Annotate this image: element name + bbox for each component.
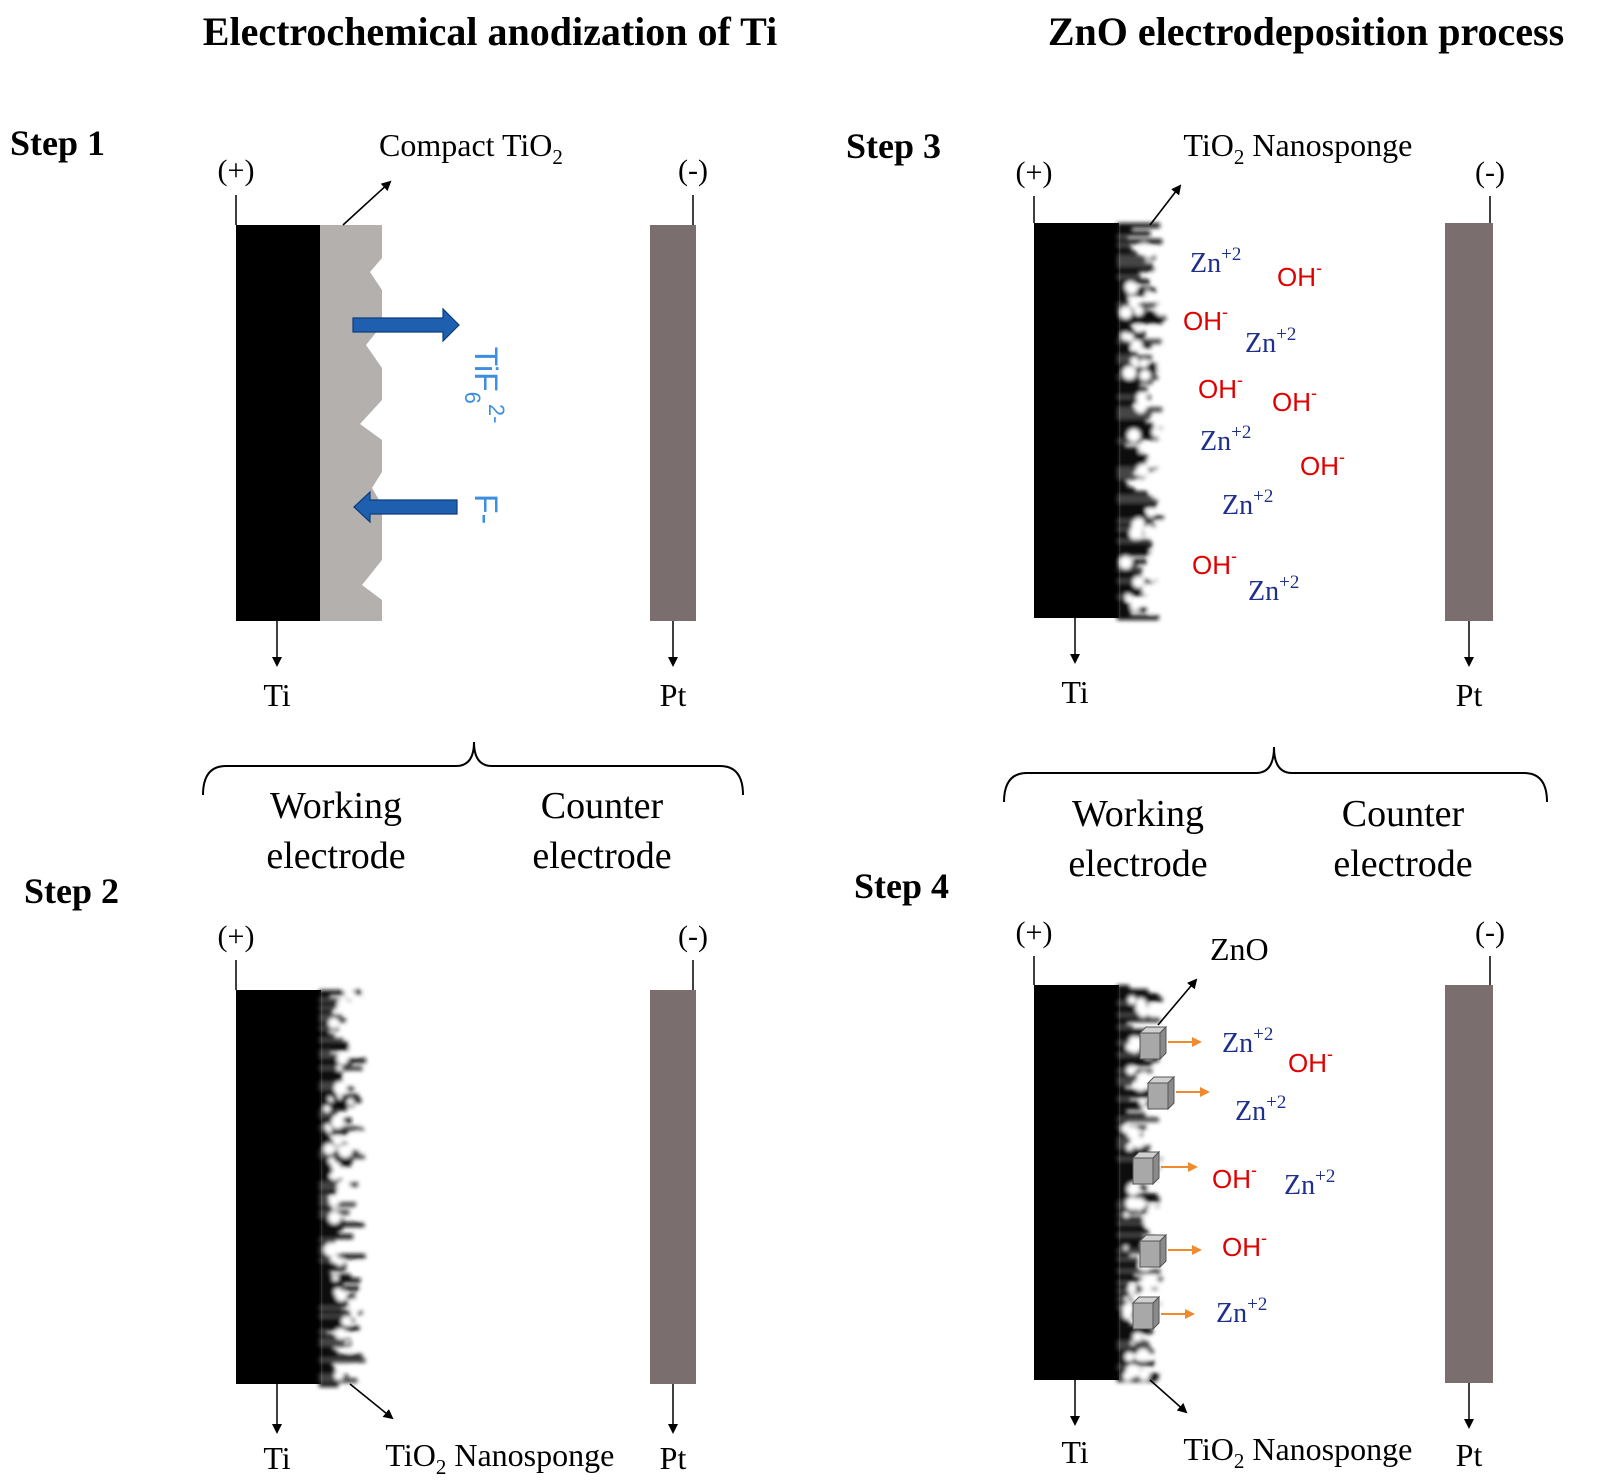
step2-nanosponge-label: TiO2 Nanosponge [330, 1437, 654, 1479]
left-working-electrode-line1: Working [270, 785, 402, 827]
step2-label: Step 2 [24, 871, 119, 911]
step2-nanosponge-arrow [349, 1383, 394, 1420]
step3-zn-ion: Zn+2 [1248, 572, 1299, 607]
step4-nanosponge-arrow [1149, 1379, 1188, 1414]
step2-ti-label: Ti [263, 1440, 290, 1476]
step4-minus-terminal: (-) [1475, 916, 1505, 949]
electrodeposition-title: ZnO electrodeposition process [1048, 9, 1564, 54]
step3-oh-ion: OH- [1272, 383, 1317, 417]
step3-nanosponge-layer [1117, 223, 1176, 620]
zno-cube [1131, 1150, 1161, 1186]
zno-cube [1131, 1295, 1161, 1331]
step3-zn-ion: Zn+2 [1222, 486, 1273, 521]
step1-panel: Step 1 (+) (-) Compact TiO2 TiF62- F- Ti… [10, 123, 708, 713]
step4-zn-ion: Zn+2 [1222, 1024, 1273, 1059]
step3-pt-electrode [1445, 223, 1493, 621]
step3-nanosponge-label: TiO2 Nanosponge [1128, 127, 1452, 169]
step1-fluoride-inward-arrow [353, 490, 458, 524]
step3-oh-ion: OH- [1300, 447, 1345, 481]
step1-ti-electrode [236, 225, 320, 621]
left-counter-electrode-line2: electrode [532, 835, 671, 877]
step4-ti-electrode [1034, 985, 1119, 1380]
step3-nanosponge-arrow [1149, 184, 1182, 226]
zno-cube [1138, 1025, 1168, 1061]
step3-pt-label: Pt [1456, 677, 1483, 713]
step1-tif6-label: TiF62- [460, 285, 518, 468]
step2-minus-terminal: (-) [678, 920, 708, 953]
step1-pt-label: Pt [660, 677, 687, 713]
step4-zno-label: ZnO [1210, 931, 1269, 967]
anodization-title: Electrochemical anodization of Ti [203, 9, 777, 54]
step1-plus-terminal: (+) [218, 154, 255, 187]
step3-ti-label: Ti [1061, 674, 1088, 710]
zno-cube [1146, 1075, 1176, 1111]
right-counter-electrode-line1: Counter [1342, 793, 1465, 835]
step4-zn-ion: Zn+2 [1284, 1166, 1335, 1201]
step3-zn-ion: Zn+2 [1245, 324, 1296, 359]
step4-zn-ion: Zn+2 [1235, 1092, 1286, 1127]
step4-panel: Step 4 (+) (-) ZnO [854, 866, 1505, 1473]
step3-zn-ion: Zn+2 [1200, 422, 1251, 457]
step2-nanosponge-layer [319, 986, 374, 1387]
step2-ti-electrode [236, 990, 321, 1384]
step2-panel: Step 2 (+) (-) Ti TiO2 Nanosponge Pt [24, 871, 708, 1479]
step1-compact-tio2-label: Compact TiO2 [323, 127, 603, 171]
step4-oh-ion: OH- [1212, 1160, 1257, 1194]
step4-pt-label: Pt [1456, 1437, 1483, 1473]
step4-oh-ion: OH- [1222, 1228, 1267, 1262]
right-working-electrode-line1: Working [1072, 793, 1204, 835]
zno-cube [1138, 1233, 1168, 1269]
step4-ti-label: Ti [1061, 1434, 1088, 1470]
step3-panel: Step 3 (+) (-) TiO2 Nanosponge Zn+2 OH- … [846, 126, 1505, 713]
step3-oh-ion: OH- [1277, 258, 1322, 292]
step3-oh-ion: OH- [1198, 370, 1243, 404]
step3-zn-ion: Zn+2 [1190, 244, 1241, 279]
step3-plus-terminal: (+) [1016, 156, 1053, 189]
step1-minus-terminal: (-) [678, 154, 708, 187]
step4-pt-electrode [1445, 985, 1493, 1383]
right-counter-electrode-line2: electrode [1333, 843, 1472, 885]
right-legend-brace [1003, 746, 1548, 803]
nanosponge-texture [1117, 223, 1176, 620]
step1-pt-electrode [650, 225, 696, 621]
step2-pt-electrode [650, 990, 696, 1384]
step1-ti-label: Ti [263, 677, 290, 713]
step1-compact-tio2-layer [320, 225, 382, 621]
nanosponge-texture [319, 986, 374, 1387]
step3-label: Step 3 [846, 126, 941, 166]
step4-zn-ion: Zn+2 [1216, 1294, 1267, 1329]
right-electrode-legend: Working electrode Counter electrode [1003, 746, 1548, 885]
step2-plus-terminal: (+) [218, 920, 255, 953]
step1-label: Step 1 [10, 123, 105, 163]
left-electrode-legend: Working electrode Counter electrode [202, 741, 744, 877]
step1-fluoride-label: F- [468, 494, 504, 524]
step2-pt-label: Pt [660, 1440, 687, 1476]
step3-minus-terminal: (-) [1475, 156, 1505, 189]
step4-plus-terminal: (+) [1016, 916, 1053, 949]
step4-nanosponge-label: TiO2 Nanosponge [1128, 1431, 1452, 1473]
left-working-electrode-line2: electrode [266, 835, 405, 877]
left-legend-brace [202, 741, 744, 796]
step1-tif6-outward-arrow [352, 307, 460, 343]
right-working-electrode-line2: electrode [1068, 843, 1207, 885]
step4-zno-arrow [1157, 978, 1198, 1026]
step4-label: Step 4 [854, 866, 949, 906]
step3-ti-electrode [1034, 223, 1119, 618]
step3-oh-ion: OH- [1192, 546, 1237, 580]
step1-compact-arrow [342, 180, 392, 226]
step4-oh-ion: OH- [1288, 1044, 1333, 1078]
left-counter-electrode-line1: Counter [541, 785, 664, 827]
step3-oh-ion: OH- [1183, 302, 1228, 336]
